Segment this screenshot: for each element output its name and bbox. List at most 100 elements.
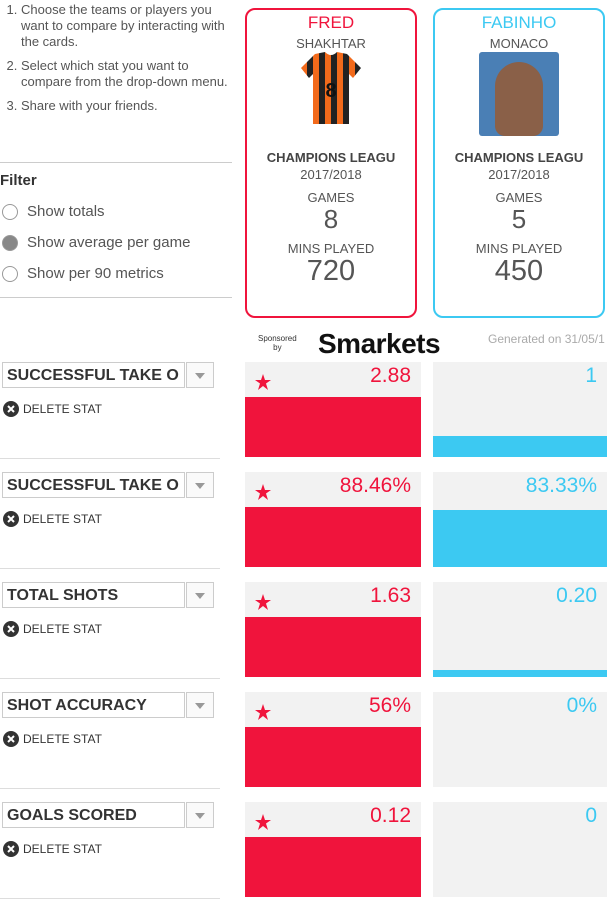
stat-bar bbox=[245, 507, 421, 567]
arrow-icon bbox=[195, 373, 205, 379]
generated-date: Generated on 31/05/1 bbox=[488, 332, 605, 346]
stat-bar bbox=[433, 436, 607, 457]
delete-stat[interactable]: DELETE STAT bbox=[23, 622, 102, 636]
dropdown-arrow[interactable] bbox=[186, 802, 214, 828]
team-name: SHAKHTAR bbox=[296, 36, 366, 51]
stat-bar bbox=[245, 727, 421, 787]
arrow-icon bbox=[195, 813, 205, 819]
radio-label[interactable]: Show totals bbox=[27, 203, 105, 220]
stat-box: 0.12 bbox=[245, 802, 421, 897]
instruction: Choose the teams or players you want to … bbox=[21, 2, 233, 50]
divider bbox=[0, 678, 220, 679]
mins: 450 bbox=[494, 255, 544, 287]
season: 2017/2018 bbox=[488, 167, 550, 182]
instruction: Select which stat you want to compare fr… bbox=[21, 58, 233, 90]
delete-icon[interactable] bbox=[3, 401, 19, 417]
games: 8 bbox=[323, 204, 339, 234]
games-label: GAMES bbox=[495, 190, 543, 205]
radio-button[interactable] bbox=[2, 204, 18, 220]
delete-stat[interactable]: DELETE STAT bbox=[23, 512, 102, 526]
radio-label[interactable]: Show per 90 metrics bbox=[27, 265, 164, 282]
arrow-icon bbox=[195, 703, 205, 709]
stat-box: 56% bbox=[245, 692, 421, 787]
stat-bar bbox=[245, 397, 421, 457]
x-icon bbox=[7, 515, 15, 523]
winner-star bbox=[255, 374, 271, 390]
photo-face bbox=[495, 62, 543, 136]
stat-box: 1.63 bbox=[245, 582, 421, 677]
x-icon bbox=[7, 405, 15, 413]
delete-icon[interactable] bbox=[3, 841, 19, 857]
winner-star bbox=[255, 814, 271, 830]
divider bbox=[0, 898, 220, 899]
dropdown-arrow[interactable] bbox=[186, 472, 214, 498]
stat-value: 0.12 bbox=[370, 804, 411, 827]
games: 5 bbox=[511, 204, 527, 234]
delete-stat[interactable]: DELETE STAT bbox=[23, 732, 102, 746]
winner-star bbox=[255, 484, 271, 500]
sponsor-line: Sponsored bbox=[258, 334, 297, 343]
stat-box: 2.88 bbox=[245, 362, 421, 457]
dropdown-arrow[interactable] bbox=[186, 582, 214, 608]
stat-value: 88.46% bbox=[339, 474, 411, 497]
team-name: MONACO bbox=[489, 36, 549, 51]
instructions: Choose the teams or players you want to … bbox=[0, 2, 233, 122]
sponsor-brand[interactable]: Smarkets bbox=[318, 328, 441, 359]
player-card[interactable]: FRED SHAKHTAR 8 CHAMPIONS LEAGU 2017/2018 GAM… bbox=[245, 8, 417, 318]
divider bbox=[0, 297, 232, 298]
stat-box: 0 bbox=[433, 802, 607, 897]
stat-selector[interactable]: SHOT ACCURACY bbox=[2, 692, 185, 718]
divider bbox=[0, 458, 220, 459]
competition: CHAMPIONS LEAGU bbox=[454, 150, 584, 165]
player-name: FABINHO bbox=[481, 13, 557, 32]
stat-bar bbox=[433, 510, 607, 567]
stat-box: 1 bbox=[433, 362, 607, 457]
sponsor-line: by bbox=[273, 343, 282, 352]
delete-icon[interactable] bbox=[3, 731, 19, 747]
x-icon bbox=[7, 735, 15, 743]
radio-label[interactable]: Show average per game bbox=[27, 234, 191, 251]
delete-icon[interactable] bbox=[3, 621, 19, 637]
stat-value: 0 bbox=[585, 804, 597, 827]
filter-title: Filter bbox=[0, 172, 37, 189]
radio-button[interactable] bbox=[2, 266, 18, 282]
player-photo bbox=[479, 52, 559, 136]
dropdown-arrow[interactable] bbox=[186, 692, 214, 718]
player-card[interactable]: FABINHO MONACO CHAMPIONS LEAGU 2017/2018 GAM… bbox=[433, 8, 605, 318]
player-name: FRED bbox=[307, 13, 355, 32]
stat-value: 56% bbox=[368, 694, 411, 717]
stat-bar bbox=[245, 617, 421, 677]
radio-button[interactable] bbox=[2, 235, 18, 251]
stat-selector[interactable]: SUCCESSFUL TAKE O bbox=[2, 362, 185, 388]
stat-bar bbox=[245, 837, 421, 897]
arrow-icon bbox=[195, 593, 205, 599]
delete-icon[interactable] bbox=[3, 511, 19, 527]
shirt-image bbox=[301, 52, 361, 124]
stat-box: 83.33% bbox=[433, 472, 607, 567]
shirt-number: 8 bbox=[325, 80, 337, 102]
delete-stat[interactable]: DELETE STAT bbox=[23, 842, 102, 856]
stat-value: 0.20 bbox=[556, 584, 597, 607]
sponsor-label: Sponsored by bbox=[258, 334, 297, 352]
delete-stat[interactable]: DELETE STAT bbox=[23, 402, 102, 416]
x-icon bbox=[7, 625, 15, 633]
stat-value: 83.33% bbox=[525, 474, 597, 497]
mins-label: MINS PLAYED bbox=[475, 241, 563, 256]
games-label: GAMES bbox=[307, 190, 355, 205]
season: 2017/2018 bbox=[300, 167, 362, 182]
instruction: Share with your friends. bbox=[21, 98, 233, 114]
stat-box: 88.46% bbox=[245, 472, 421, 567]
arrow-icon bbox=[195, 483, 205, 489]
divider bbox=[0, 568, 220, 569]
stat-value: 1 bbox=[585, 364, 597, 387]
stat-selector[interactable]: SUCCESSFUL TAKE O bbox=[2, 472, 185, 498]
dropdown-arrow[interactable] bbox=[186, 362, 214, 388]
stat-selector[interactable]: TOTAL SHOTS bbox=[2, 582, 185, 608]
shirt: 8 bbox=[301, 52, 361, 124]
divider bbox=[0, 788, 220, 789]
winner-star bbox=[255, 594, 271, 610]
stat-selector[interactable]: GOALS SCORED bbox=[2, 802, 185, 828]
stat-value: 1.63 bbox=[370, 584, 411, 607]
stat-bar bbox=[433, 669, 607, 677]
stat-box: 0% bbox=[433, 692, 607, 787]
